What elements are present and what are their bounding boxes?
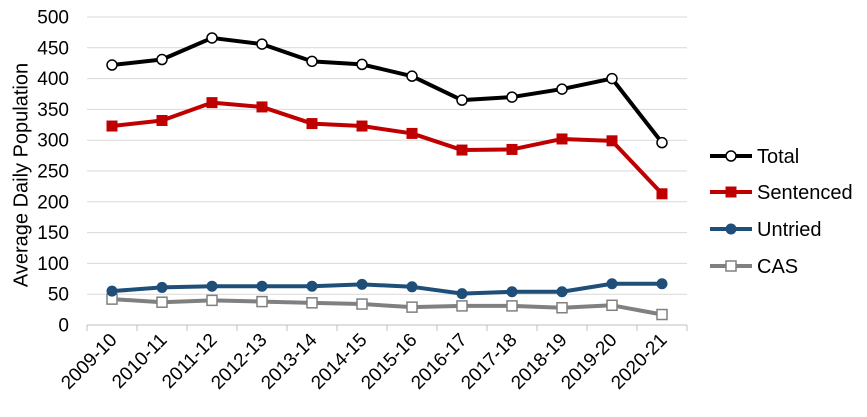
series-layer — [106, 32, 668, 321]
data-point-untried — [656, 278, 668, 290]
legend-item-total: Total — [710, 146, 799, 168]
data-point-total — [206, 32, 218, 44]
legend-label: Untried — [757, 219, 821, 241]
legend-swatch-marker — [725, 186, 737, 198]
x-axis-ticks: 2009-102010-112011-122012-132013-142014-… — [57, 325, 688, 394]
data-point-sentenced — [306, 118, 318, 130]
data-point-untried — [456, 288, 468, 300]
data-point-total — [506, 91, 518, 103]
y-tick-label: 400 — [37, 69, 69, 90]
data-point-untried — [356, 278, 368, 290]
data-point-sentenced — [156, 114, 168, 126]
legend-label: Sentenced — [757, 182, 853, 204]
x-tick-label: 2020-21 — [607, 330, 671, 394]
data-point-cas — [256, 295, 268, 308]
data-point-sentenced — [506, 143, 518, 155]
legend: Total Sentenced Untried CAS — [710, 146, 853, 278]
legend-swatch-marker — [725, 223, 737, 235]
data-point-total — [456, 94, 468, 106]
data-point-total — [606, 72, 618, 85]
data-point-total — [356, 58, 368, 71]
data-point-cas — [506, 300, 518, 312]
data-point-untried — [406, 281, 418, 293]
data-point-total — [406, 70, 418, 82]
data-point-cas — [456, 300, 468, 312]
series-cas — [106, 293, 668, 321]
y-tick-label: 150 — [37, 223, 69, 244]
x-tick-label: 2009-10 — [57, 330, 121, 394]
legend-swatch-marker — [725, 260, 737, 272]
data-point-total — [656, 136, 668, 149]
y-tick-label: 250 — [37, 162, 69, 183]
data-point-cas — [406, 301, 418, 313]
y-tick-label: 500 — [37, 8, 69, 29]
data-point-untried — [156, 281, 168, 293]
data-point-cas — [156, 296, 168, 308]
legend-label: Total — [757, 146, 799, 168]
legend-label: CAS — [757, 256, 798, 278]
data-point-sentenced — [556, 133, 568, 145]
data-point-total — [556, 83, 568, 95]
data-point-total — [156, 53, 168, 66]
series-line-total — [110, 35, 664, 145]
y-tick-label: 350 — [37, 100, 69, 121]
data-point-cas — [356, 298, 368, 310]
legend-swatch-marker — [725, 150, 737, 162]
y-tick-label: 50 — [48, 285, 69, 306]
series-untried — [106, 278, 668, 300]
data-point-cas — [656, 308, 668, 321]
data-point-untried — [556, 286, 568, 298]
data-point-sentenced — [206, 97, 218, 109]
data-point-untried — [256, 280, 268, 292]
data-point-sentenced — [356, 120, 368, 132]
series-sentenced — [106, 97, 668, 200]
data-point-total — [106, 59, 118, 71]
data-point-untried — [606, 278, 618, 290]
series-line-untried — [110, 281, 664, 296]
legend-item-sentenced: Sentenced — [710, 182, 853, 204]
series-line-cas — [110, 297, 664, 317]
data-point-sentenced — [656, 188, 668, 200]
data-point-total — [306, 55, 318, 68]
legend-item-cas: CAS — [710, 256, 798, 278]
data-point-sentenced — [106, 120, 118, 132]
y-tick-label: 450 — [37, 38, 69, 59]
legend-item-untried: Untried — [710, 219, 821, 241]
data-point-untried — [306, 280, 318, 292]
data-point-total — [256, 38, 268, 50]
data-point-untried — [506, 286, 518, 298]
y-axis-title: Average Daily Population — [10, 63, 32, 287]
series-line-sentenced — [110, 100, 664, 196]
y-axis-ticks: 0 50 100 150 200 250 300 350 400 450 500 — [37, 8, 69, 337]
gridlines — [87, 16, 687, 295]
data-point-untried — [106, 285, 118, 297]
series-total — [106, 32, 668, 149]
y-tick-label: 0 — [58, 316, 69, 337]
data-point-cas — [306, 297, 318, 309]
x-tick-label: 2010-11 — [108, 330, 171, 393]
data-point-sentenced — [256, 101, 268, 113]
data-point-untried — [206, 280, 218, 292]
y-tick-label: 200 — [37, 192, 69, 213]
data-point-cas — [556, 302, 568, 314]
data-point-cas — [606, 299, 618, 312]
data-point-cas — [206, 294, 218, 307]
y-tick-label: 100 — [37, 254, 69, 275]
data-point-sentenced — [456, 144, 468, 156]
y-tick-label: 300 — [37, 131, 69, 152]
data-point-sentenced — [406, 127, 418, 139]
data-point-sentenced — [606, 135, 618, 147]
